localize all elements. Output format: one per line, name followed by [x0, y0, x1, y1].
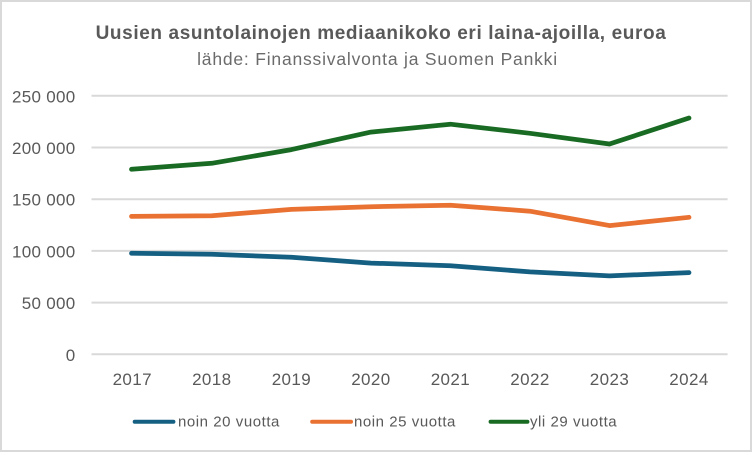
svg-text:100 000: 100 000 — [12, 242, 76, 261]
svg-text:200 000: 200 000 — [12, 139, 76, 158]
svg-text:2020: 2020 — [351, 370, 390, 389]
svg-text:noin 20 vuotta: noin 20 vuotta — [178, 414, 280, 431]
svg-text:2017: 2017 — [113, 370, 152, 389]
svg-text:0: 0 — [66, 346, 76, 365]
svg-text:Uusien asuntolainojen mediaani: Uusien asuntolainojen mediaanikoko eri l… — [96, 23, 667, 44]
svg-text:noin 25 vuotta: noin 25 vuotta — [354, 414, 456, 431]
svg-text:50 000: 50 000 — [22, 294, 76, 313]
svg-text:2024: 2024 — [669, 370, 708, 389]
svg-text:2023: 2023 — [590, 370, 629, 389]
svg-text:2022: 2022 — [510, 370, 549, 389]
svg-text:lähde: Finanssivalvonta ja Suo: lähde: Finanssivalvonta ja Suomen Pankki — [197, 49, 558, 69]
svg-text:150 000: 150 000 — [12, 191, 76, 210]
svg-text:2019: 2019 — [272, 370, 311, 389]
svg-text:250 000: 250 000 — [12, 87, 76, 106]
svg-text:yli 29 vuotta: yli 29 vuotta — [530, 414, 617, 431]
svg-text:2021: 2021 — [431, 370, 470, 389]
svg-text:2018: 2018 — [192, 370, 231, 389]
